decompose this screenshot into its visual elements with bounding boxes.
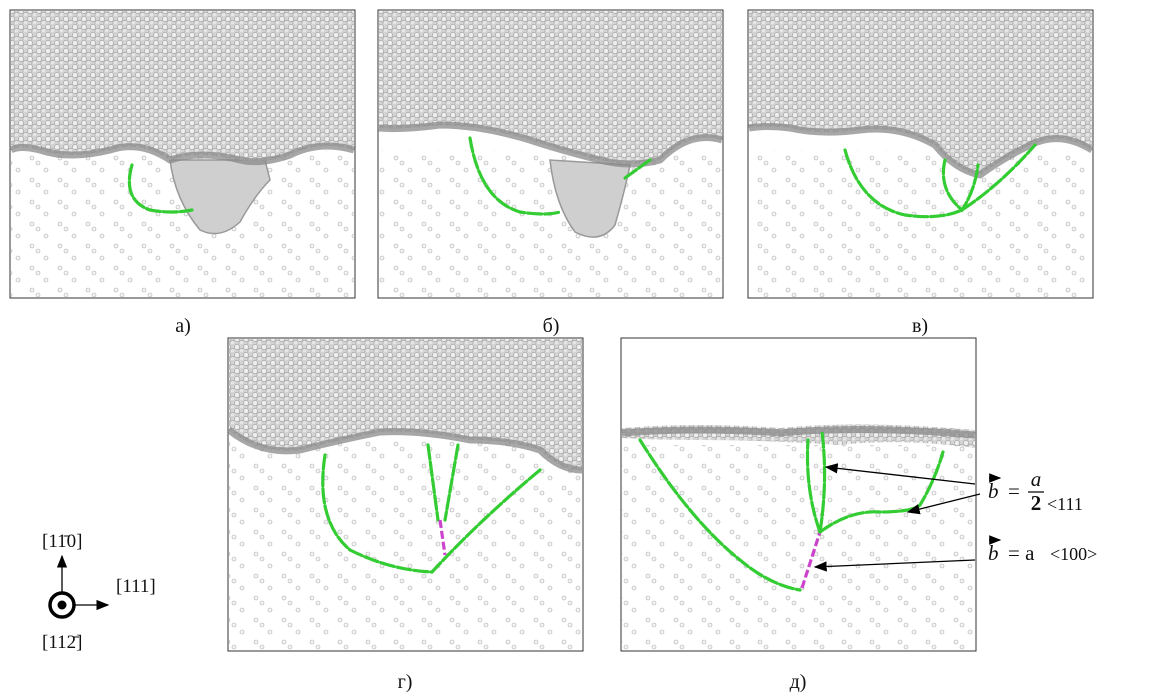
equals: = a xyxy=(1008,541,1035,565)
panel-c xyxy=(747,9,1094,299)
panel-e xyxy=(620,337,977,652)
panel-label: г) xyxy=(398,671,413,693)
direction: <100> xyxy=(1050,544,1097,564)
panel-label: в) xyxy=(912,315,928,337)
axis-label: [111] xyxy=(116,576,156,597)
equals: = xyxy=(1008,479,1020,503)
panel-a xyxy=(9,9,356,299)
annotation-1: b = a 2 <111 xyxy=(988,467,1083,515)
panel-label: а) xyxy=(175,315,191,337)
annotation-2: b = a <100> xyxy=(988,535,1097,565)
axes-indicator xyxy=(48,554,110,619)
annotation-arrow xyxy=(813,559,976,572)
vector-symbol: b xyxy=(988,479,999,503)
numerator: a xyxy=(1031,467,1042,491)
annotation-arrow xyxy=(906,493,981,515)
panel-label: б) xyxy=(543,315,560,337)
axis-label: [112̄] xyxy=(42,632,82,653)
direction: <111 xyxy=(1047,494,1083,514)
panel-b xyxy=(377,9,724,299)
panel-d xyxy=(226,337,584,652)
panel-label: д) xyxy=(790,671,807,693)
vector-symbol: b xyxy=(988,541,999,565)
axis-label: [11̄0] xyxy=(42,531,82,552)
annotation-arrow xyxy=(824,463,976,485)
denominator: 2 xyxy=(1031,491,1042,515)
